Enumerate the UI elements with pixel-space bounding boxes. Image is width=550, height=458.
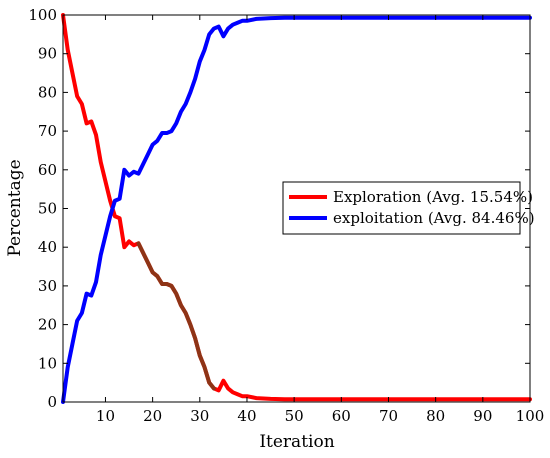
y-tick-label: 20 bbox=[38, 316, 57, 334]
y-axis-title: Percentage bbox=[5, 159, 25, 256]
y-tick-label: 90 bbox=[38, 45, 57, 63]
y-tick-label: 30 bbox=[38, 277, 57, 295]
y-tick-label: 40 bbox=[38, 238, 57, 256]
x-tick-label: 50 bbox=[285, 407, 304, 425]
x-axis-title: Iteration bbox=[259, 432, 334, 452]
series-layer bbox=[61, 13, 532, 404]
y-tick-label: 60 bbox=[38, 161, 57, 179]
legend-box bbox=[282, 181, 521, 235]
x-tick-label: 90 bbox=[473, 407, 492, 425]
y-tick-label: 100 bbox=[28, 6, 57, 24]
y-tick-label: 10 bbox=[38, 354, 57, 372]
x-tick-label: 20 bbox=[143, 407, 162, 425]
y-tick-label: 70 bbox=[38, 122, 57, 140]
x-tick-label: 100 bbox=[516, 407, 545, 425]
legend: Exploration (Avg. 15.54%) exploitation (A… bbox=[282, 181, 535, 235]
axes-layer: 10 20 30 40 50 60 70 80 90 100 0 10 20 30 40 50 60 70 80 90… bbox=[28, 6, 544, 425]
legend-label-1: exploitation (Avg. 84.46%) bbox=[333, 209, 535, 227]
x-tick-label: 80 bbox=[426, 407, 445, 425]
x-tick-label: 10 bbox=[96, 407, 115, 425]
series-line-0-overlap bbox=[136, 241, 216, 391]
y-tick-label: 0 bbox=[47, 393, 57, 411]
x-tick-label: 40 bbox=[237, 407, 256, 425]
y-tick-label: 80 bbox=[38, 83, 57, 101]
series-line-1 bbox=[61, 15, 532, 404]
x-tick-label: 70 bbox=[379, 407, 398, 425]
legend-label-0: Exploration (Avg. 15.54%) bbox=[333, 188, 533, 206]
x-tick-label: 60 bbox=[332, 407, 351, 425]
y-tick-label: 50 bbox=[38, 200, 57, 218]
x-tick-label: 30 bbox=[190, 407, 209, 425]
